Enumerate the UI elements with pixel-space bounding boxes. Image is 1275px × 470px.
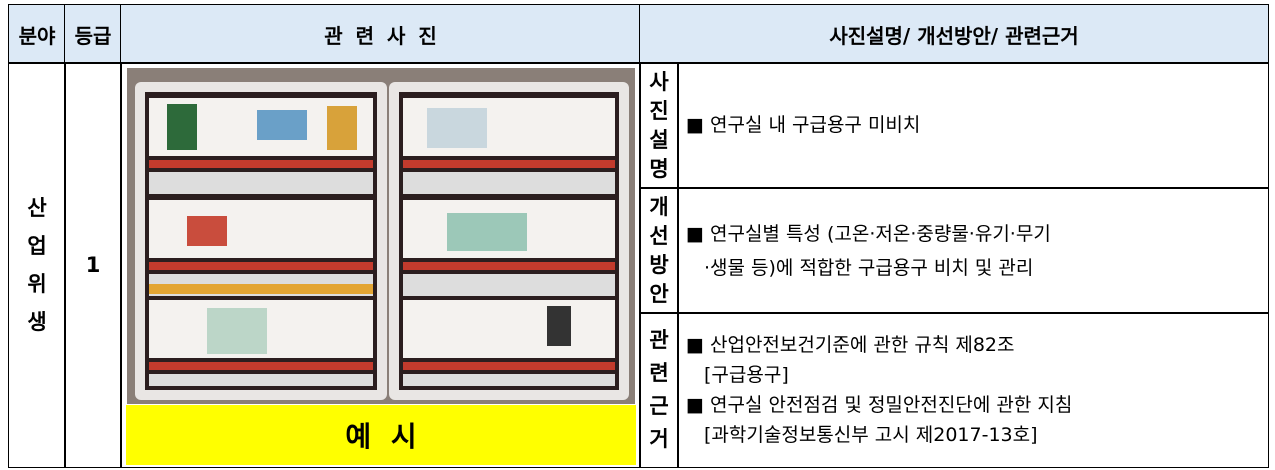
text-line: ■ 연구실별 특성 (고온·저온·중량물·유기·무기 <box>686 222 1051 245</box>
detail-label: 사진설명 <box>649 69 669 181</box>
photo <box>127 68 635 404</box>
detail-label: 관련근거 <box>649 328 669 451</box>
grade-cell: 1 <box>64 62 122 468</box>
label-cell: 관련근거 <box>639 312 679 468</box>
text-line: ■ 연구실 안전점검 및 정밀안전진단에 관한 지침 <box>686 394 1073 416</box>
detail-text: ■ 산업안전보건기준에 관한 규칙 제82조 [구급용구] ■ 연구실 안전점검 및… <box>677 312 1269 468</box>
header-cell: 등급 <box>64 4 122 64</box>
text-line: ■ 산업안전보건기준에 관한 규칙 제82조 <box>686 334 1015 356</box>
detail-text: ■ 연구실별 특성 (고온·저온·중량물·유기·무기 ·생물 등)에 적합한 구급… <box>677 187 1269 314</box>
grade: 1 <box>85 253 101 277</box>
photo-cell: 예 시 <box>120 62 641 468</box>
text-line: ■ 연구실 내 구급용구 미비치 <box>686 114 921 136</box>
label-cell: 개선방안 <box>639 187 679 314</box>
text-line: [과학기술정보통신부 고시 제2017-13호] <box>704 424 1038 446</box>
label-cell: 사진설명 <box>639 62 679 189</box>
photo-caption: 예 시 <box>126 405 636 465</box>
header-cell: 분야 <box>8 4 66 64</box>
header-cell: 관 련 사 진 <box>120 4 641 64</box>
detail-label: 개선방안 <box>649 194 669 306</box>
text-line: ·생물 등)에 적합한 구급용구 비치 및 관리 <box>704 256 1034 279</box>
header-cell: 사진설명/ 개선방안/ 관련근거 <box>639 4 1269 64</box>
text-line: [구급용구] <box>704 364 789 386</box>
field-cell: 산업위생 <box>8 62 66 468</box>
field: 산업위생 <box>27 196 47 334</box>
detail-text: ■ 연구실 내 구급용구 미비치 <box>677 62 1269 189</box>
